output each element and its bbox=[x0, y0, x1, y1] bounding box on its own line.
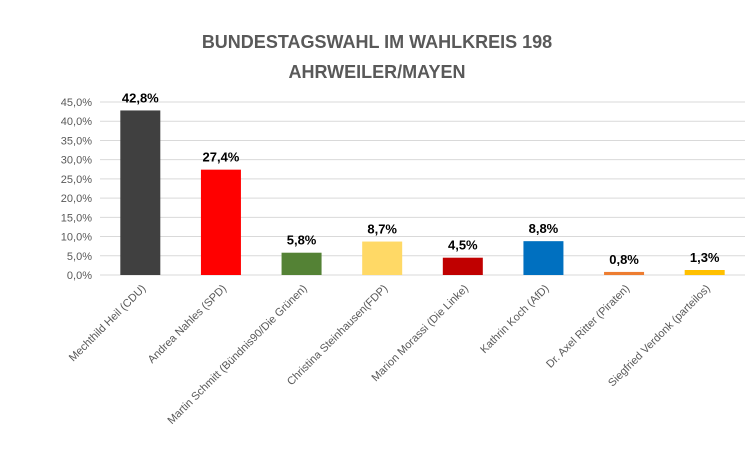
bar bbox=[684, 270, 725, 275]
bar bbox=[604, 271, 645, 275]
bar bbox=[281, 252, 322, 275]
data-label: 27,4% bbox=[203, 150, 240, 165]
y-tick-label: 0,0% bbox=[67, 270, 92, 282]
y-tick-label: 40,0% bbox=[61, 116, 92, 128]
y-tick-label: 20,0% bbox=[61, 193, 92, 205]
x-tick-label: Marion Morassi (Die Linke) bbox=[370, 283, 471, 384]
x-tick-label: Martin Schmitt (Bündnis90/Die Grünen) bbox=[165, 283, 309, 427]
y-tick-label: 15,0% bbox=[61, 212, 92, 224]
data-label: 42,8% bbox=[122, 90, 159, 105]
y-tick-label: 45,0% bbox=[61, 97, 92, 109]
data-label: 0,8% bbox=[609, 252, 639, 267]
y-tick-label: 5,0% bbox=[67, 251, 92, 263]
chart-title-line-2: AHRWEILER/MAYEN bbox=[288, 62, 466, 82]
y-tick-label: 10,0% bbox=[61, 232, 92, 244]
y-tick-label: 30,0% bbox=[61, 155, 92, 167]
data-label: 8,8% bbox=[529, 221, 559, 236]
data-label: 5,8% bbox=[287, 233, 317, 248]
data-label: 8,7% bbox=[367, 222, 397, 237]
x-tick-label: Mechthild Heil (CDU) bbox=[67, 283, 149, 365]
y-tick-label: 35,0% bbox=[61, 135, 92, 147]
bar bbox=[523, 241, 564, 275]
y-tick-label: 25,0% bbox=[61, 174, 92, 186]
chart-title-line-1: BUNDESTAGSWAHL IM WAHLKREIS 198 bbox=[201, 32, 553, 52]
data-label: 4,5% bbox=[448, 238, 478, 253]
x-tick-label: Andrea Nahles (SPD) bbox=[146, 283, 229, 366]
bar bbox=[200, 169, 241, 275]
bar bbox=[362, 241, 403, 275]
bar bbox=[442, 257, 483, 275]
x-tick-label: Kathrin Koch (AfD) bbox=[478, 283, 551, 356]
x-tick-label: Dr. Axel Ritter (Piraten) bbox=[544, 283, 632, 371]
data-label: 1,3% bbox=[690, 250, 720, 265]
bar bbox=[120, 110, 161, 275]
